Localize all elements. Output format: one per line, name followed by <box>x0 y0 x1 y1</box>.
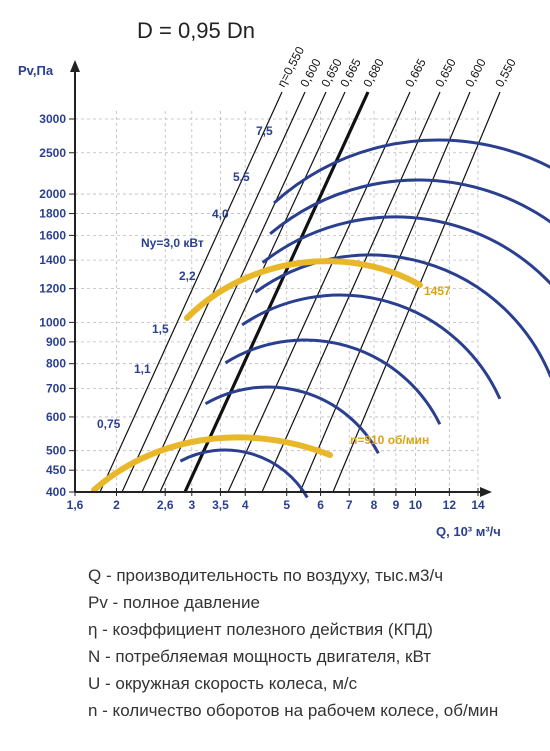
x-tick-label: 3,5 <box>212 498 229 512</box>
x-tick-label: 8 <box>371 498 378 512</box>
x-tick-label: 2 <box>113 498 120 512</box>
efficiency-line <box>332 91 501 493</box>
efficiency-label: 0,650 <box>432 56 459 89</box>
x-tick-label: 6 <box>317 498 324 512</box>
x-tick-label: 2,6 <box>157 498 174 512</box>
x-tick-label: 9 <box>393 498 400 512</box>
efficiency-line <box>159 91 346 493</box>
speed-curve <box>91 434 333 493</box>
power-curve-label: 7,5 <box>256 124 273 138</box>
power-curve <box>241 293 502 400</box>
legend: Q - производительность по воздуху, тыс.м… <box>88 562 538 724</box>
y-tick-label: 500 <box>46 444 66 458</box>
axes: 1,6 2 2,6 3 3,5 4 5 6 7 8 9 10 12 14 400 450 500 600 700 80… <box>18 60 501 539</box>
efficiency-label: 0,665 <box>402 56 429 89</box>
y-tick-label: 450 <box>46 463 66 477</box>
power-curve <box>179 448 309 499</box>
legend-item-u: U - окружная скорость колеса, м/с <box>88 674 358 693</box>
efficiency-label: 0,550 <box>492 56 519 89</box>
x-axis-arrow <box>480 487 492 497</box>
efficiency-line <box>261 91 441 493</box>
efficiency-line <box>299 91 471 493</box>
x-tick-label: 3 <box>188 498 195 512</box>
efficiency-label: 0,680 <box>360 56 387 89</box>
y-tick-label: 600 <box>46 410 66 424</box>
efficiency-line <box>227 91 411 493</box>
speed-curve-label: n=910 об/мин <box>350 433 429 447</box>
x-tick-label: 5 <box>283 498 290 512</box>
legend-item-n-power: N - потребляемая мощность двигателя, кВт <box>88 647 432 666</box>
x-tick-label: 12 <box>443 498 457 512</box>
y-tick-label: 1000 <box>39 315 66 329</box>
x-tick-label: 14 <box>471 498 485 512</box>
legend-item-pv: Pv - полное давление <box>88 593 260 612</box>
y-tick-label: 1800 <box>39 207 66 221</box>
x-tick-label: 10 <box>409 498 423 512</box>
fan-performance-chart: 1,6 2 2,6 3 3,5 4 5 6 7 8 9 10 12 14 400 450 500 600 700 80… <box>18 44 550 539</box>
y-tick-label: 800 <box>46 357 66 371</box>
power-curve <box>273 138 550 205</box>
power-curve-label: 4,0 <box>212 207 229 221</box>
y-tick-label: 400 <box>46 485 66 499</box>
y-tick-label: 2500 <box>39 146 66 160</box>
efficiency-line <box>183 91 370 493</box>
y-tick-label: 1400 <box>39 253 66 267</box>
power-curve-label: 0,75 <box>97 417 121 431</box>
x-tick-label: 1,6 <box>67 498 84 512</box>
power-curve-label: 1,1 <box>134 362 151 376</box>
y-tick-label: 1600 <box>39 228 66 242</box>
y-tick-label: 3000 <box>39 112 66 126</box>
chart-title: D = 0,95 Dn <box>137 18 256 43</box>
power-curve <box>261 215 550 286</box>
power-curve-label: 1,5 <box>152 322 169 336</box>
power-curve <box>254 253 550 378</box>
efficiency-line <box>121 91 306 493</box>
speed-curves <box>91 258 423 493</box>
y-axis-arrow <box>70 60 80 72</box>
x-tick-label: 4 <box>242 498 249 512</box>
legend-item-n-speed: n - количество оборотов на рабочем колес… <box>88 701 499 720</box>
speed-curve-label: 1457 <box>424 284 451 298</box>
efficiency-line <box>141 91 327 493</box>
power-curve-label: Nу=3,0 кВт <box>141 236 204 250</box>
y-tick-label: 700 <box>46 381 66 395</box>
efficiency-label: 0,665 <box>337 56 364 89</box>
power-curve-label: 5,5 <box>233 170 250 184</box>
y-axis-label: Pv,Па <box>18 63 54 78</box>
x-axis-label: Q, 10³ м³/ч <box>436 524 501 539</box>
power-curve-label: 2,2 <box>179 269 196 283</box>
legend-item-eta: η - коэффициент полезного действия (КПД) <box>88 620 433 639</box>
y-tick-label: 1200 <box>39 282 66 296</box>
legend-item-q: Q - производительность по воздуху, тыс.м… <box>88 566 444 585</box>
y-tick-label: 2000 <box>39 187 66 201</box>
efficiency-lines <box>99 91 501 493</box>
speed-curve <box>184 258 423 321</box>
x-tick-label: 7 <box>346 498 353 512</box>
power-curve <box>224 338 442 425</box>
efficiency-line <box>99 91 283 493</box>
power-curve <box>204 385 380 455</box>
efficiency-label: 0,600 <box>462 56 489 89</box>
y-tick-label: 900 <box>46 335 66 349</box>
power-curve <box>269 178 550 235</box>
power-curves <box>179 138 550 499</box>
